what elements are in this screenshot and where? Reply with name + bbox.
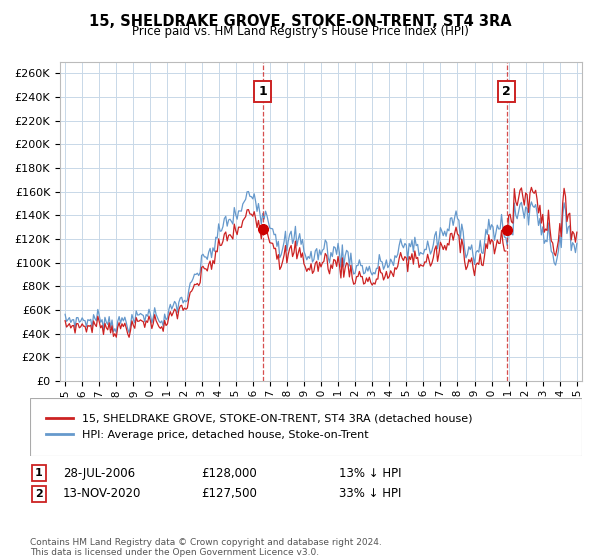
Text: 13% ↓ HPI: 13% ↓ HPI bbox=[339, 466, 401, 480]
Text: 33% ↓ HPI: 33% ↓ HPI bbox=[339, 487, 401, 501]
Text: 1: 1 bbox=[259, 85, 267, 97]
Text: 2: 2 bbox=[35, 489, 43, 499]
Text: 28-JUL-2006: 28-JUL-2006 bbox=[63, 466, 135, 480]
Text: £127,500: £127,500 bbox=[201, 487, 257, 501]
Text: 13-NOV-2020: 13-NOV-2020 bbox=[63, 487, 142, 501]
Text: 2: 2 bbox=[502, 85, 511, 97]
Text: £128,000: £128,000 bbox=[201, 466, 257, 480]
Text: Contains HM Land Registry data © Crown copyright and database right 2024.
This d: Contains HM Land Registry data © Crown c… bbox=[30, 538, 382, 557]
Legend: 15, SHELDRAKE GROVE, STOKE-ON-TRENT, ST4 3RA (detached house), HPI: Average pric: 15, SHELDRAKE GROVE, STOKE-ON-TRENT, ST4… bbox=[41, 409, 477, 445]
Text: 15, SHELDRAKE GROVE, STOKE-ON-TRENT, ST4 3RA: 15, SHELDRAKE GROVE, STOKE-ON-TRENT, ST4… bbox=[89, 14, 511, 29]
Text: 1: 1 bbox=[35, 468, 43, 478]
Text: Price paid vs. HM Land Registry's House Price Index (HPI): Price paid vs. HM Land Registry's House … bbox=[131, 25, 469, 38]
